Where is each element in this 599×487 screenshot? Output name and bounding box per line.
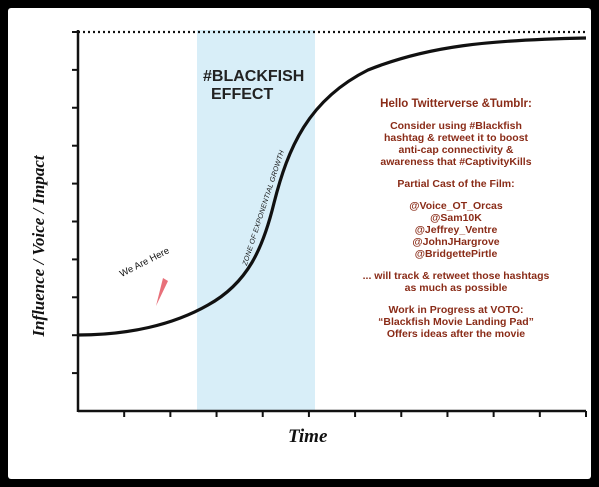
chart-canvas <box>72 30 587 417</box>
consider-line: anti-cap connectivity & <box>398 144 514 156</box>
we-are-here-marker <box>156 278 168 306</box>
cast-member: @Jeffrey_Ventre <box>414 224 498 236</box>
consider-line: Consider using #Blackfish <box>390 120 522 132</box>
heading-line1: #BLACKFISH <box>203 68 305 85</box>
s-curve-line <box>77 36 587 337</box>
x-axis-label: Time <box>288 426 328 447</box>
cast-member: @Sam10K <box>430 212 482 224</box>
consider-line: awareness that #CaptivityKills <box>380 156 532 168</box>
greeting-text: Hello Twitterverse &Tumblr: <box>380 98 532 110</box>
track-line: ... will track & retweet those hashtags <box>362 270 550 282</box>
cast-title: Partial Cast of the Film: <box>397 178 515 190</box>
track-line: as much as possible <box>404 282 508 294</box>
cast-member: @JohnJHargrove <box>412 236 500 248</box>
notes-block: Hello Twitterverse &Tumblr: Consider usi… <box>356 98 556 340</box>
cast-member: @BridgettePirtle <box>414 248 498 260</box>
wip-line: Offers ideas after the movie <box>386 328 526 340</box>
wip-line: Work in Progress at VOTO: <box>388 304 524 316</box>
blackfish-heading: #BLACKFISH EFFECT <box>203 68 313 104</box>
wip-line: “Blackfish Movie Landing Pad” <box>378 316 534 328</box>
consider-line: hashtag & retweet it to boost <box>383 132 529 144</box>
cast-member: @Voice_OT_Orcas <box>409 200 503 212</box>
heading-line2: EFFECT <box>211 86 274 103</box>
y-axis-label: Influence / Voice / Impact <box>29 155 48 337</box>
chart-frame: #BLACKFISH EFFECT ZONE OF EXPONENTIAL GR… <box>8 8 591 479</box>
growth-zone-band <box>197 30 315 411</box>
